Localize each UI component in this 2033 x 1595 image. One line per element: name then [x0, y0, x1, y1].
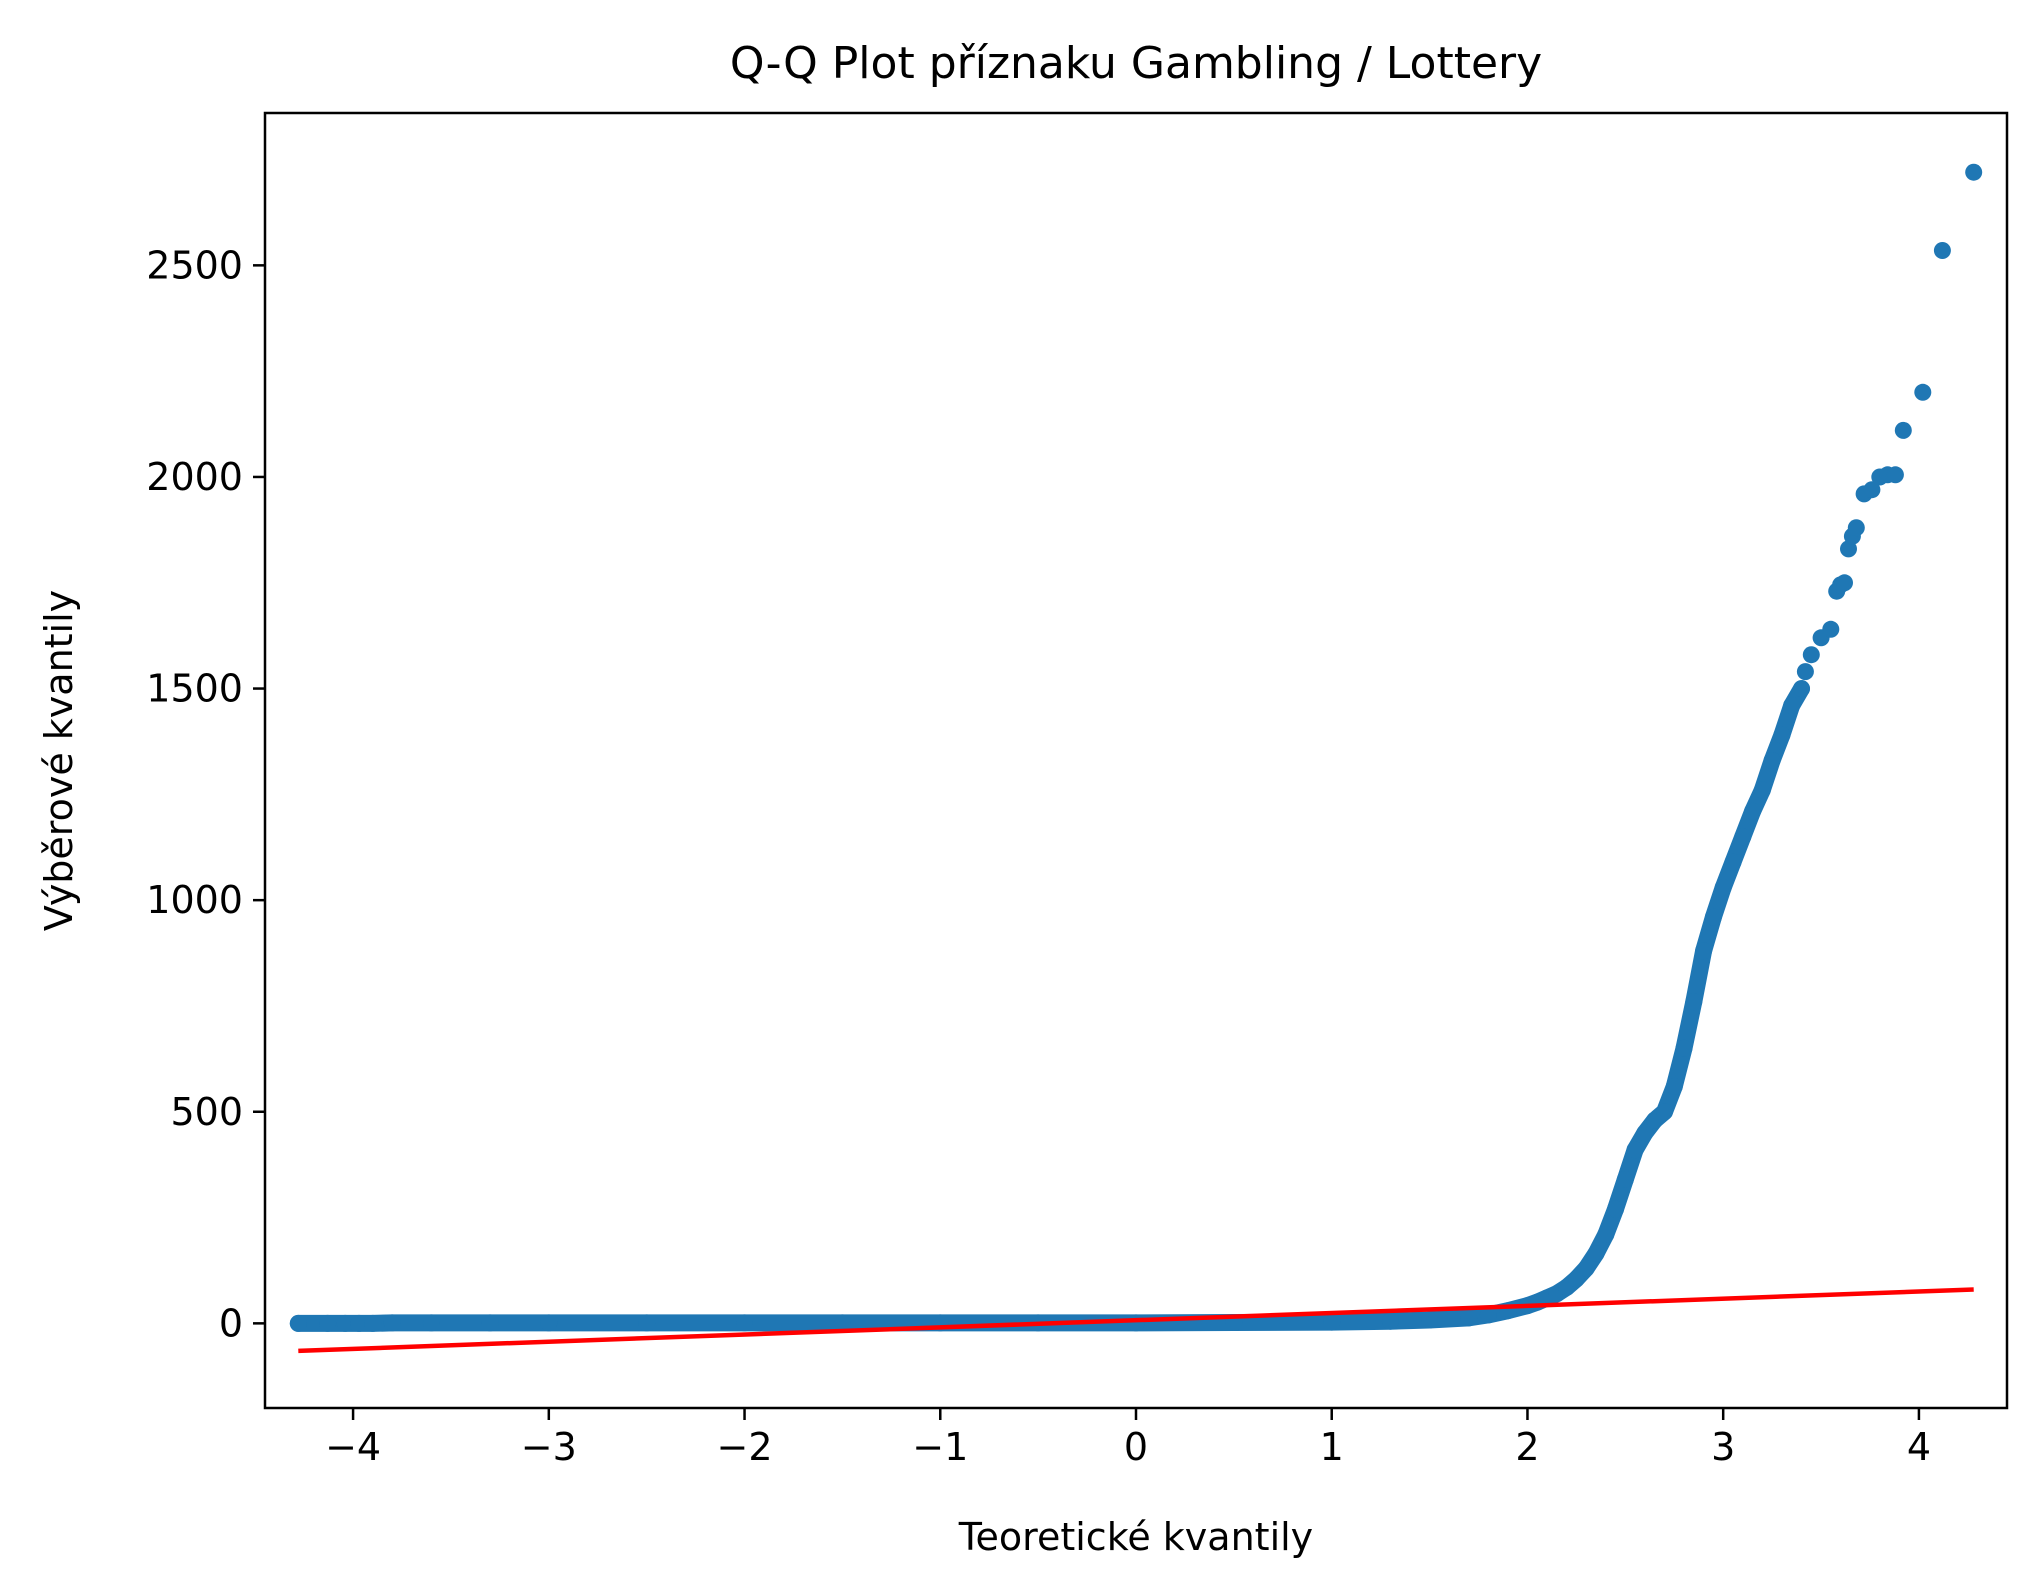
data-point	[1783, 697, 1801, 714]
data-point	[1933, 242, 1951, 259]
data-point	[1587, 1245, 1605, 1262]
data-point	[1479, 1306, 1497, 1324]
data-point	[1616, 1171, 1634, 1188]
points-layer	[289, 163, 1983, 1332]
data-point	[336, 1314, 354, 1332]
data-point	[1597, 1226, 1615, 1243]
data-point	[422, 1314, 440, 1332]
data-point	[1734, 828, 1752, 846]
data-point	[1773, 726, 1791, 744]
data-point	[1822, 620, 1840, 638]
data-point	[1763, 752, 1781, 769]
data-point	[1695, 942, 1713, 960]
data-point	[1802, 646, 1820, 664]
data-point	[1323, 1313, 1341, 1331]
x-axis: −4 −3 −2 −1 0 1 2 3 4	[325, 1408, 1931, 1469]
x-tick-label: 3	[1711, 1425, 1735, 1469]
data-point	[1836, 574, 1853, 592]
x-tick-label: −1	[912, 1425, 968, 1469]
data-point	[364, 1314, 382, 1332]
data-point	[319, 1314, 337, 1332]
data-point	[1607, 1200, 1624, 1218]
data-point	[736, 1314, 753, 1332]
chart-title: Q-Q Plot příznaku Gambling / Lottery	[730, 38, 1542, 89]
data-point	[1626, 1141, 1644, 1159]
y-tick-label: 2500	[146, 243, 243, 287]
x-tick-label: −3	[521, 1425, 577, 1469]
data-point	[383, 1314, 401, 1332]
data-point	[540, 1314, 558, 1332]
y-tick-label: 2000	[146, 455, 243, 499]
data-point	[1724, 853, 1742, 871]
data-point	[833, 1314, 851, 1332]
data-point	[1714, 879, 1732, 896]
data-point	[1577, 1259, 1595, 1277]
data-point	[1636, 1124, 1654, 1142]
y-axis: 0 500 1000 1500 2000 2500	[146, 243, 265, 1345]
x-tick-label: 1	[1320, 1425, 1344, 1469]
data-point	[1460, 1309, 1478, 1327]
fit-line-layer	[298, 1287, 1974, 1354]
x-tick-label: 0	[1124, 1425, 1148, 1469]
data-point	[350, 1314, 368, 1332]
data-point	[1847, 519, 1865, 537]
data-point	[638, 1314, 656, 1332]
x-tick-label: 2	[1515, 1425, 1539, 1469]
x-axis-label: Teoretické kvantily	[958, 1515, 1313, 1559]
data-point	[1744, 802, 1762, 820]
data-point	[1965, 163, 1983, 181]
data-point	[1863, 481, 1881, 499]
data-point	[289, 1314, 307, 1332]
data-point	[1796, 663, 1814, 681]
y-axis-label: Výběrové kvantily	[37, 590, 81, 931]
data-point	[1793, 680, 1810, 698]
data-point	[1665, 1077, 1683, 1095]
data-point	[1894, 421, 1912, 439]
x-tick-label: 4	[1907, 1425, 1931, 1469]
y-tick-label: 0	[219, 1301, 243, 1345]
data-point	[1753, 781, 1771, 799]
data-point	[1656, 1103, 1673, 1121]
data-point	[1914, 383, 1932, 401]
y-tick-label: 1000	[146, 878, 243, 922]
data-point	[1685, 993, 1703, 1011]
data-point	[1704, 908, 1722, 926]
x-tick-label: −2	[717, 1425, 773, 1469]
data-point	[1421, 1311, 1439, 1329]
fit-line	[298, 1287, 1974, 1354]
y-tick-label: 500	[170, 1090, 243, 1134]
data-point	[1675, 1039, 1693, 1057]
data-point	[1886, 466, 1904, 484]
data-point	[1381, 1312, 1399, 1330]
data-point	[481, 1314, 499, 1332]
data-point	[1127, 1314, 1145, 1332]
y-tick-label: 1500	[146, 667, 243, 711]
x-tick-label: −4	[325, 1425, 381, 1469]
